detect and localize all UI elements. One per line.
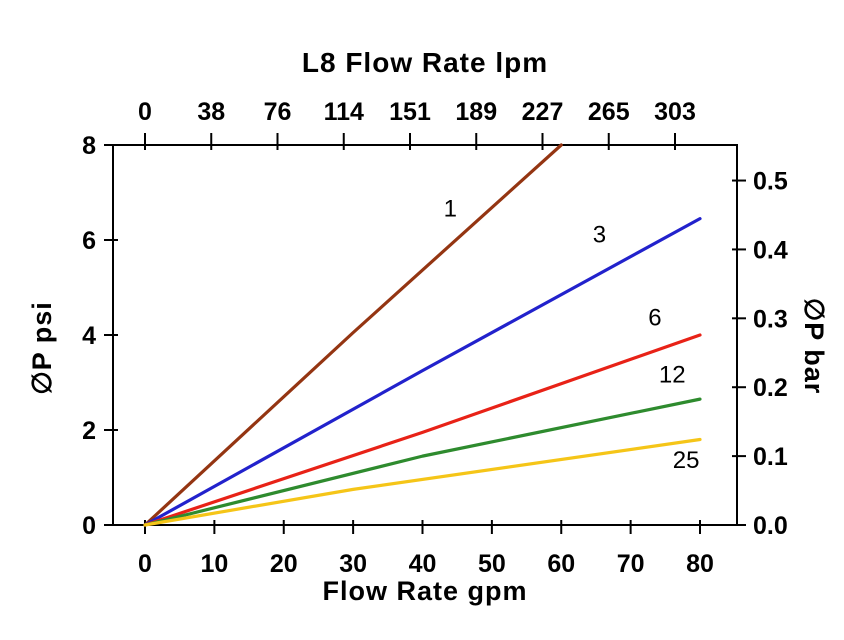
y-left-tick-label: 2 <box>82 417 96 445</box>
x-bottom-tick-label: 30 <box>339 550 367 578</box>
y-left-tick-label: 4 <box>82 322 96 350</box>
y-right-tick-label: 0.0 <box>753 512 788 540</box>
x-bottom-tick-label: 60 <box>547 550 575 578</box>
top-axis-title: L8 Flow Rate lpm <box>301 47 549 78</box>
series-line-3 <box>143 217 702 527</box>
series-label-6: 6 <box>648 305 661 332</box>
x-top-tick-label: 38 <box>197 98 225 126</box>
x-top-tick-label: 0 <box>138 98 152 126</box>
y-right-tick-label: 0.4 <box>753 236 788 264</box>
x-bottom-tick-label: 20 <box>270 550 298 578</box>
x-top-tick-label: 265 <box>588 98 630 126</box>
y-left-tick-label: 6 <box>82 227 96 255</box>
y-right-tick-label: 0.1 <box>753 443 788 471</box>
x-bottom-tick-label: 40 <box>409 550 437 578</box>
series-line-25 <box>143 437 702 527</box>
x-bottom-tick-label: 0 <box>138 550 152 578</box>
series-line-1 <box>143 143 563 527</box>
y-right-tick-label: 0.5 <box>753 168 788 196</box>
y-right-tick-label: 0.2 <box>753 374 788 402</box>
x-top-tick-label: 76 <box>264 98 292 126</box>
series-line-12 <box>143 397 702 527</box>
x-top-tick-label: 227 <box>522 98 564 126</box>
x-bottom-tick-label: 10 <box>200 550 228 578</box>
series-line-6 <box>143 333 702 527</box>
x-axis-label: Flow Rate gpm <box>322 576 528 606</box>
series-label-3: 3 <box>593 221 606 248</box>
x-bottom-tick-label: 80 <box>686 550 714 578</box>
y-right-tick-label: 0.3 <box>753 305 788 333</box>
x-top-tick-label: 303 <box>654 98 696 126</box>
y-left-tick-label: 8 <box>82 132 96 160</box>
x-top-tick-label: 114 <box>324 98 364 126</box>
x-bottom-tick-label: 70 <box>617 550 645 578</box>
y-left-tick-label: 0 <box>82 512 96 540</box>
series-label-12: 12 <box>659 362 686 389</box>
series-label-1: 1 <box>444 195 457 222</box>
x-top-tick-label: 189 <box>455 98 497 126</box>
x-top-tick-label: 151 <box>389 98 431 126</box>
y-axis-left-label: ∅P psi <box>27 301 57 395</box>
series-label-25: 25 <box>673 447 700 474</box>
y-axis-right-label: ∅P bar <box>799 297 829 395</box>
x-bottom-tick-label: 50 <box>478 550 506 578</box>
